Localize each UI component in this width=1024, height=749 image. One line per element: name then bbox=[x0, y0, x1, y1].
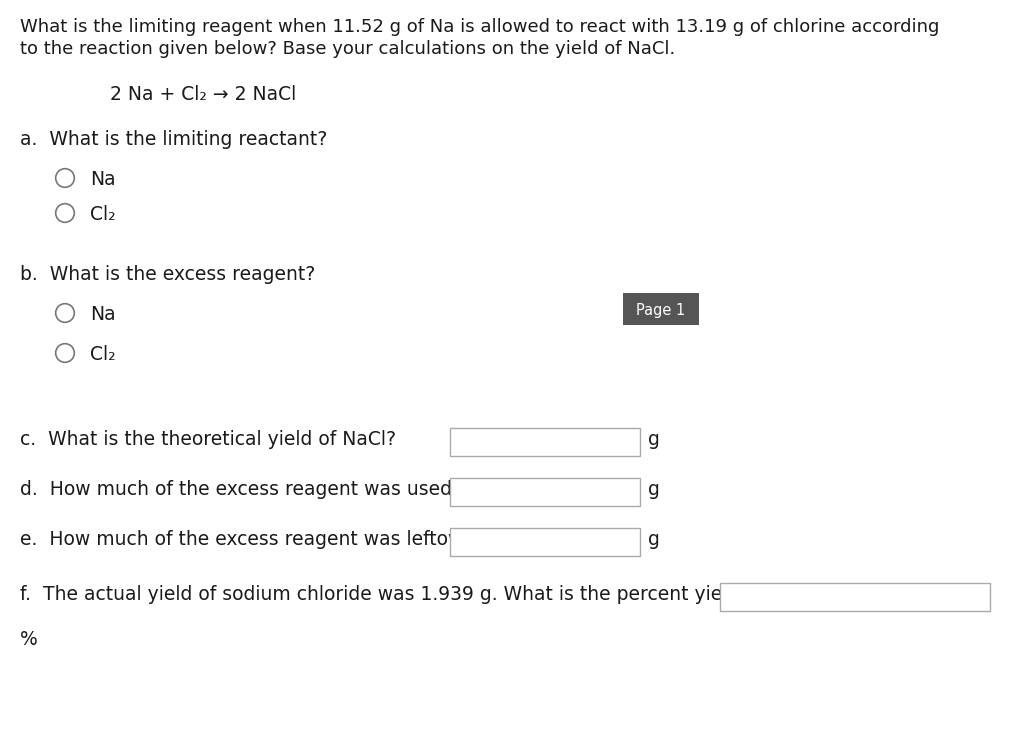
FancyBboxPatch shape bbox=[450, 528, 640, 556]
Text: g: g bbox=[648, 480, 659, 499]
Text: f.  The actual yield of sodium chloride was 1.939 g. What is the percent yield?: f. The actual yield of sodium chloride w… bbox=[20, 585, 750, 604]
Text: Page 1: Page 1 bbox=[636, 303, 686, 318]
FancyBboxPatch shape bbox=[450, 428, 640, 456]
Text: a.  What is the limiting reactant?: a. What is the limiting reactant? bbox=[20, 130, 328, 149]
FancyBboxPatch shape bbox=[623, 293, 699, 325]
Text: d.  How much of the excess reagent was used?: d. How much of the excess reagent was us… bbox=[20, 480, 462, 499]
Text: Na: Na bbox=[90, 170, 116, 189]
Text: What is the limiting reagent when 11.52 g of Na is allowed to react with 13.19 g: What is the limiting reagent when 11.52 … bbox=[20, 18, 939, 36]
FancyBboxPatch shape bbox=[450, 478, 640, 506]
Text: Cl₂: Cl₂ bbox=[90, 205, 116, 224]
Text: Cl₂: Cl₂ bbox=[90, 345, 116, 364]
FancyBboxPatch shape bbox=[720, 583, 990, 611]
Text: g: g bbox=[648, 430, 659, 449]
Text: g: g bbox=[648, 530, 659, 549]
Text: b.  What is the excess reagent?: b. What is the excess reagent? bbox=[20, 265, 315, 284]
Text: Na: Na bbox=[90, 305, 116, 324]
Text: to the reaction given below? Base your calculations on the yield of NaCl.: to the reaction given below? Base your c… bbox=[20, 40, 675, 58]
Text: c.  What is the theoretical yield of NaCl?: c. What is the theoretical yield of NaCl… bbox=[20, 430, 396, 449]
Text: 2 Na + Cl₂ → 2 NaCl: 2 Na + Cl₂ → 2 NaCl bbox=[110, 85, 296, 104]
Text: e.  How much of the excess reagent was leftover?: e. How much of the excess reagent was le… bbox=[20, 530, 488, 549]
Text: %: % bbox=[20, 630, 38, 649]
